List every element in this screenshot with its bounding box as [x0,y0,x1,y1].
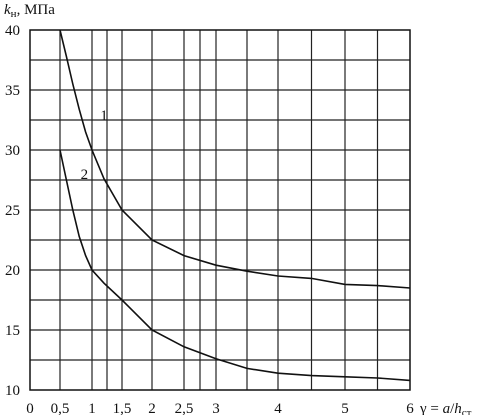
y-axis-symbol-subscript: н [11,8,17,20]
x-tick-label: 2,5 [175,401,194,415]
y-axis-title: kн, МПа [4,2,55,20]
x-tick-label: 5 [341,401,349,415]
y-tick-label: 35 [5,83,20,99]
series-2-label: 2 [81,167,89,183]
y-tick-label: 20 [5,263,20,279]
x-tick-label: 3 [212,401,220,415]
y-tick-label: 30 [5,143,20,159]
x-tick-label: 2 [148,401,156,415]
y-axis-symbol: k [4,2,11,18]
y-tick-label: 25 [5,203,20,219]
y-axis-unit: , МПа [17,2,56,18]
grid [30,30,410,390]
x-tick-label: 1 [88,401,96,415]
tick-labels: 0 0,5 1 1,5 2 2,5 3 4 5 6 10 15 20 25 30 35 40 [5,23,414,415]
x-axis-gamma: γ = [419,401,443,415]
plot-frame [29,29,411,391]
x-tick-label: 4 [274,401,282,415]
x-axis-slash: / [450,401,455,415]
series-2-line [59,149,411,382]
series-1-line [59,29,411,289]
series-1-label: 1 [100,108,108,124]
x-axis-title: γ = a/hст [419,401,472,415]
y-tick-label: 10 [5,383,20,399]
x-tick-label: 0 [26,401,34,415]
x-tick-label: 6 [406,401,414,415]
x-axis-h-subscript: ст [462,407,472,415]
x-tick-label: 0,5 [51,401,70,415]
series-group: 12 [59,29,411,382]
x-tick-label: 1,5 [113,401,132,415]
x-axis-a: a [443,401,451,415]
y-tick-label: 40 [5,23,20,39]
x-axis-h: h [454,401,462,415]
y-tick-label: 15 [5,323,20,339]
